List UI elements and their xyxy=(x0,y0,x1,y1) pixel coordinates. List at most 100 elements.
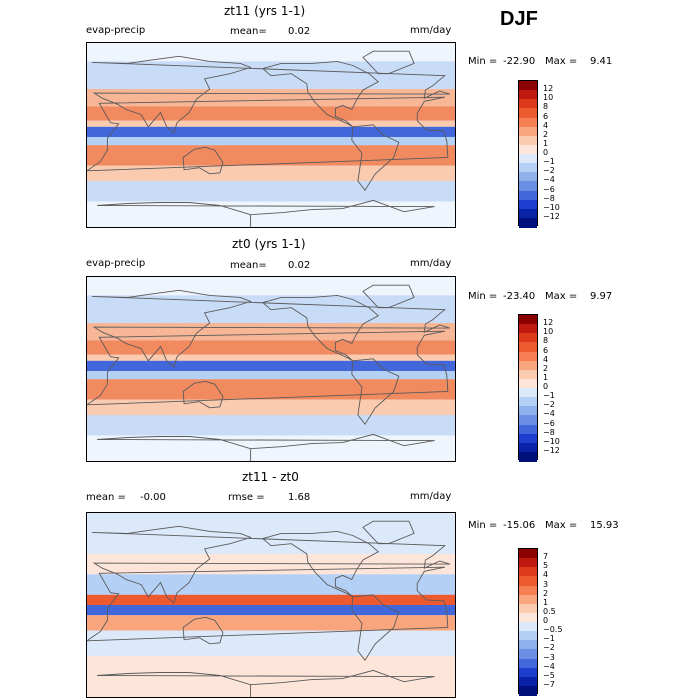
colorbar-tick-label: 8 xyxy=(543,102,549,112)
colorbar-swatch xyxy=(519,378,537,389)
colorbar-tick-label: 10 xyxy=(543,327,554,337)
colorbar-tick-label: 2 xyxy=(543,363,549,373)
field-band xyxy=(87,415,455,436)
colorbar-swatch xyxy=(519,576,537,586)
coastline-eurasia xyxy=(92,55,451,134)
colorbar-tick-label: 1 xyxy=(543,372,549,382)
field-band xyxy=(87,615,455,631)
colorbar-swatch xyxy=(519,342,537,352)
colorbar-tick-label: −2 xyxy=(543,643,555,653)
panel1-title: zt11 (yrs 1-1) xyxy=(224,4,306,18)
panel2-title: zt0 (yrs 1-1) xyxy=(232,237,306,251)
panel2-mean-value: 0.02 xyxy=(288,260,311,271)
coastline-northamerica xyxy=(261,530,380,598)
coastline-northamerica xyxy=(261,60,380,128)
colorbar-tick-label: 10 xyxy=(543,93,554,103)
coastline-africa xyxy=(87,566,449,642)
colorbar-tick-label: 6 xyxy=(543,345,549,355)
panel1-map xyxy=(86,42,456,228)
field-band xyxy=(87,43,455,62)
field-band xyxy=(87,360,455,372)
coastline-antarctica xyxy=(97,433,435,461)
colorbar-tick-label: 0 xyxy=(543,616,549,625)
field-band xyxy=(87,106,455,121)
coastline-greenland xyxy=(362,284,415,309)
colorbar-tick-label: −4 xyxy=(543,661,555,671)
panel1-min-value: -22.90 xyxy=(503,56,536,67)
colorbar-swatch xyxy=(519,315,537,325)
panel1-field-label: evap-precip xyxy=(86,25,146,36)
coastline-eurasia xyxy=(92,289,451,368)
colorbar-tick-label: −2 xyxy=(543,400,555,410)
map-canvas xyxy=(87,43,455,227)
panel1-min-label: Min = xyxy=(468,56,498,67)
coastline-greenland xyxy=(362,50,415,75)
colorbar-swatch xyxy=(519,369,537,380)
colorbar-swatch xyxy=(519,451,537,462)
colorbar-tick-label: 7 xyxy=(543,552,549,562)
panel1-max-value: 9.41 xyxy=(590,56,613,67)
colorbar-swatch xyxy=(519,424,537,435)
panel2-field-label: evap-precip xyxy=(86,258,146,269)
field-band xyxy=(87,379,455,400)
panel2-units: mm/day xyxy=(410,258,452,269)
panel1-colorbar: 12 10 8 6 4 2 1 0 −1 −2 −4 −6 −8 −10 −12 xyxy=(518,80,598,228)
panel2-max-label: Max = xyxy=(545,291,578,302)
colorbar-tick-label: 2 xyxy=(543,129,549,139)
colorbar-swatch xyxy=(519,640,537,650)
coastline-africa xyxy=(87,330,449,406)
field-band xyxy=(87,594,455,605)
panel3-max-label: Max = xyxy=(545,520,578,531)
coastline-southamerica xyxy=(351,124,400,191)
colorbar-tick-label: −1 xyxy=(543,391,555,401)
colorbar-swatch xyxy=(519,415,537,425)
colorbar-swatch xyxy=(519,676,537,687)
colorbar-tick-label: −1 xyxy=(543,157,555,167)
colorbar-tick-label: 1 xyxy=(543,138,549,148)
colorbar-tick-label: −5 xyxy=(543,670,555,680)
panel2-min-value: -23.40 xyxy=(503,291,536,302)
field-band xyxy=(87,137,455,146)
coastline-australia xyxy=(182,146,224,175)
colorbar-tick-label: −10 xyxy=(543,202,560,212)
colorbar-swatch xyxy=(519,117,537,128)
panel1-units: mm/day xyxy=(410,25,452,36)
colorbar-swatch xyxy=(519,351,537,362)
colorbar-box xyxy=(518,548,538,696)
field-band xyxy=(87,145,455,166)
panel1-max-label: Max = xyxy=(545,56,578,67)
colorbar-box xyxy=(518,80,538,228)
panel2-max-value: 9.97 xyxy=(590,291,613,302)
colorbar-swatch xyxy=(519,144,537,155)
panel2-map xyxy=(86,276,456,462)
colorbar-swatch xyxy=(519,442,537,453)
colorbar-tick-label: −6 xyxy=(543,184,555,194)
colorbar-tick-label: −6 xyxy=(543,418,555,428)
colorbar-tick-label: 12 xyxy=(543,318,554,328)
colorbar-swatch xyxy=(519,190,537,201)
coastline-southamerica xyxy=(351,358,400,425)
colorbar-swatch xyxy=(519,549,537,559)
coastline-antarctica xyxy=(97,669,435,697)
colorbar-swatch xyxy=(519,594,537,605)
colorbar-swatch xyxy=(519,622,537,632)
coastline-northamerica xyxy=(261,294,380,362)
colorbar-tick-label: 0 xyxy=(543,148,549,157)
colorbar-tick-label: −7 xyxy=(543,679,555,689)
colorbar-tick-label: −1 xyxy=(543,634,555,644)
field-band xyxy=(87,181,455,202)
field-band xyxy=(87,574,455,595)
panel1-mean-label: mean= xyxy=(230,26,267,37)
colorbar-swatch xyxy=(519,631,537,641)
panel3-units: mm/day xyxy=(410,491,452,502)
panel3-rmse-label: rmse = xyxy=(228,492,265,503)
coastline-africa xyxy=(87,96,449,172)
colorbar-swatch xyxy=(519,667,537,678)
panel3-min-label: Min = xyxy=(468,520,498,531)
colorbar-tick-label: 2 xyxy=(543,588,549,598)
colorbar-box xyxy=(518,314,538,462)
colorbar-swatch xyxy=(519,360,537,371)
colorbar-tick-label: 5 xyxy=(543,561,549,571)
colorbar-swatch xyxy=(519,433,537,444)
colorbar-tick-label: −12 xyxy=(543,211,560,221)
